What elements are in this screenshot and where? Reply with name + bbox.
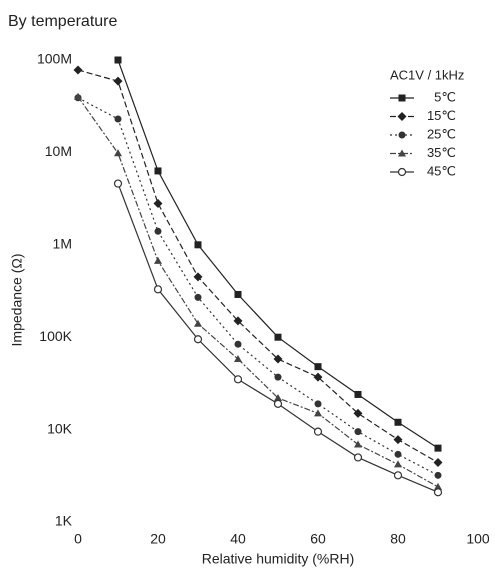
- x-tick-label: 0: [74, 531, 82, 547]
- marker: [395, 472, 402, 479]
- marker: [355, 454, 362, 461]
- x-tick-label: 100: [466, 531, 490, 547]
- legend-marker: [399, 132, 406, 139]
- marker: [155, 228, 162, 235]
- legend-title: AC1V / 1kHz: [390, 67, 464, 82]
- marker: [115, 57, 122, 64]
- y-tick-label: 1K: [55, 513, 73, 529]
- marker: [194, 320, 202, 327]
- legend-label: 15℃: [427, 108, 456, 123]
- x-axis-label: Relative humidity (%RH): [202, 551, 354, 567]
- x-tick-label: 60: [310, 531, 326, 547]
- marker: [195, 241, 202, 248]
- x-tick-label: 80: [390, 531, 406, 547]
- marker: [315, 428, 322, 435]
- marker: [194, 272, 203, 281]
- legend-marker: [399, 95, 406, 102]
- marker: [195, 294, 202, 301]
- chart: By temperature Relative humidity (%RH) I…: [0, 0, 495, 572]
- legend-label: 5℃: [434, 89, 456, 104]
- y-tick-label: 10K: [47, 420, 73, 436]
- marker: [395, 451, 402, 458]
- marker: [355, 391, 362, 398]
- x-tick-label: 40: [230, 531, 246, 547]
- y-axis-label: Impedance (Ω): [9, 254, 25, 347]
- legend-label: 45℃: [427, 163, 456, 178]
- marker: [435, 445, 442, 452]
- marker: [115, 180, 122, 187]
- marker: [235, 341, 242, 348]
- y-tick-label: 10M: [45, 143, 72, 159]
- marker: [155, 286, 162, 293]
- marker: [315, 400, 322, 407]
- marker: [154, 257, 162, 264]
- y-tick-label: 1M: [53, 236, 72, 252]
- marker: [115, 115, 122, 122]
- y-tick-label: 100M: [37, 51, 72, 67]
- marker: [354, 440, 362, 447]
- marker: [434, 458, 443, 467]
- marker: [315, 363, 322, 370]
- chart-title: By temperature: [8, 13, 117, 30]
- marker: [394, 460, 402, 467]
- y-tick-label: 100K: [39, 328, 72, 344]
- marker: [234, 355, 242, 362]
- marker: [275, 400, 282, 407]
- legend-label: 35℃: [427, 145, 456, 160]
- marker: [435, 489, 442, 496]
- marker: [435, 472, 442, 479]
- marker: [235, 376, 242, 383]
- marker: [235, 291, 242, 298]
- marker: [395, 419, 402, 426]
- marker: [275, 374, 282, 381]
- marker: [74, 65, 83, 74]
- marker: [394, 435, 403, 444]
- legend-label: 25℃: [427, 126, 456, 141]
- marker: [195, 336, 202, 343]
- marker: [355, 428, 362, 435]
- x-tick-label: 20: [150, 531, 166, 547]
- marker: [275, 334, 282, 341]
- legend-marker: [399, 169, 406, 176]
- marker: [114, 77, 123, 86]
- marker: [314, 409, 322, 416]
- marker: [154, 199, 163, 208]
- marker: [155, 167, 162, 174]
